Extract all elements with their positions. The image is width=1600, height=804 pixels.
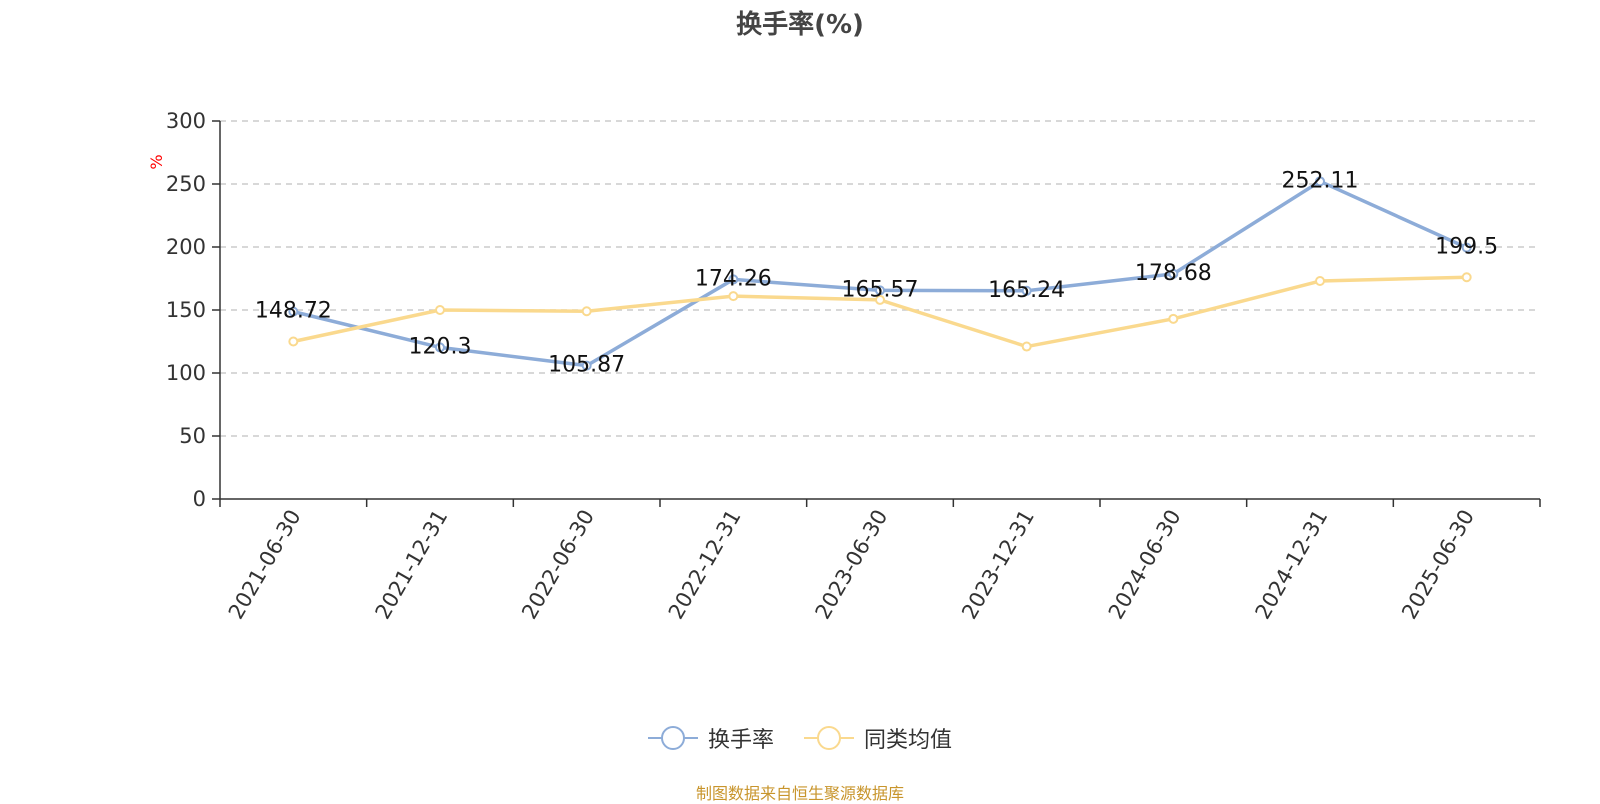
data-point [288, 306, 299, 317]
data-label: 120.3 [409, 334, 472, 359]
data-label: 252.11 [1282, 168, 1359, 193]
footer-source: 制图数据来自恒生聚源数据库 [695, 784, 904, 803]
data-point [1461, 272, 1472, 283]
data-point [875, 294, 885, 305]
data-point [1168, 268, 1179, 279]
y-tick-label: 50 [179, 424, 206, 448]
x-tick-label: 2023-12-31 [957, 506, 1039, 624]
data-point [581, 360, 592, 371]
data-point [875, 285, 885, 296]
data-point [288, 336, 299, 347]
x-tick-label: 2023-06-30 [811, 506, 893, 624]
legend-item[interactable]: 同类均值 [804, 722, 952, 754]
x-tick-label: 2024-12-31 [1251, 506, 1333, 624]
data-point [1021, 341, 1032, 352]
data-label: 199.5 [1435, 235, 1498, 260]
data-label: 105.87 [548, 353, 625, 378]
data-point [581, 306, 592, 317]
legend-swatch-marker [660, 726, 685, 750]
data-point [1315, 176, 1325, 187]
legend-swatch-icon [647, 726, 698, 750]
x-tick-label: 2024-06-30 [1104, 506, 1186, 624]
data-point [1315, 276, 1325, 287]
y-tick-label: 250 [166, 172, 206, 196]
data-point [1021, 285, 1032, 296]
x-tick-label: 2025-06-30 [1397, 506, 1479, 624]
data-point [435, 342, 445, 353]
data-label: 165.57 [842, 277, 919, 302]
legend-label: 同类均值 [864, 728, 953, 753]
x-tick-label: 2021-06-30 [224, 506, 306, 624]
y-tick-label: 200 [166, 235, 206, 259]
legend: 换手率 同类均值 [0, 722, 1600, 754]
data-labels: 148.72 120.3 105.87 174.26 165.57 165.24 178.6… [255, 168, 1498, 377]
data-label: 178.68 [1135, 261, 1212, 286]
y-tick-label: 150 [166, 298, 206, 322]
y-tick-label: 0 [193, 487, 206, 511]
x-tick-label: 2021-12-31 [371, 506, 453, 624]
chart-title: 换手率(%) [736, 10, 864, 40]
x-tick-label: 2022-06-30 [517, 506, 599, 624]
y-axis-label: % [147, 154, 166, 169]
x-tick-label: 2022-12-31 [664, 506, 746, 624]
data-label: 148.72 [255, 299, 332, 324]
legend-item[interactable]: 换手率 [647, 722, 774, 754]
data-label: 174.26 [695, 266, 772, 291]
data-point [728, 291, 739, 302]
data-point [728, 274, 739, 285]
data-label: 165.24 [988, 278, 1065, 303]
data-point [1461, 242, 1472, 253]
legend-swatch-marker [817, 726, 841, 750]
y-tick-label: 100 [166, 361, 206, 385]
legend-label: 换手率 [707, 728, 774, 753]
data-point [435, 305, 445, 315]
data-point [1168, 313, 1179, 324]
legend-swatch-icon [804, 726, 854, 750]
y-tick-label: 300 [166, 109, 206, 133]
series-lines [288, 176, 1472, 371]
